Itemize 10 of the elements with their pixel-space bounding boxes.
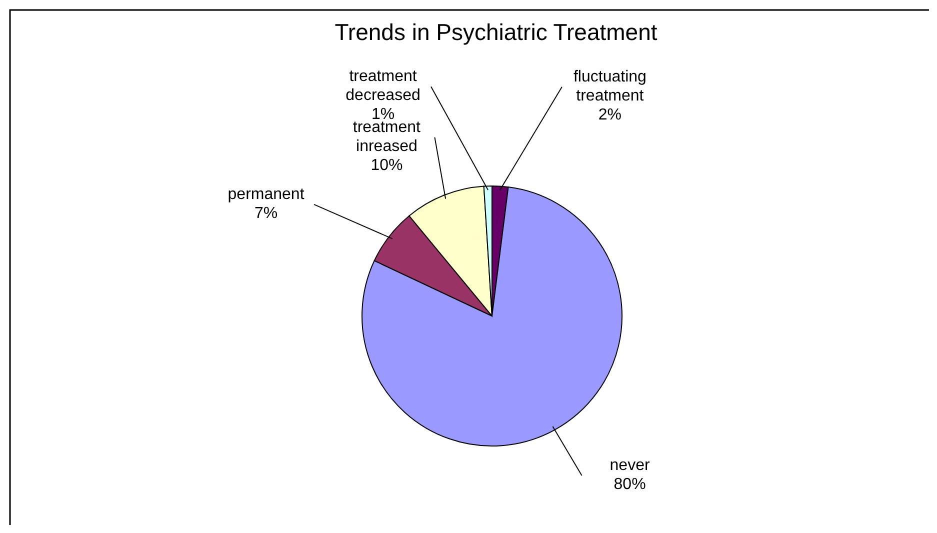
slice-label: treatment inreased xyxy=(352,119,422,156)
chart-title: Trends in Psychiatric Treatment xyxy=(334,19,658,45)
slice-label: permanent xyxy=(228,186,305,204)
data-label: 7% xyxy=(254,205,278,222)
slice-label: never xyxy=(610,457,650,474)
data-label: 10% xyxy=(370,157,403,174)
slice-label: fluctuating treatment xyxy=(573,68,646,105)
data-label: 2% xyxy=(598,106,622,124)
slice-label: treatment decreased xyxy=(346,68,420,104)
data-label: 80% xyxy=(614,476,646,494)
